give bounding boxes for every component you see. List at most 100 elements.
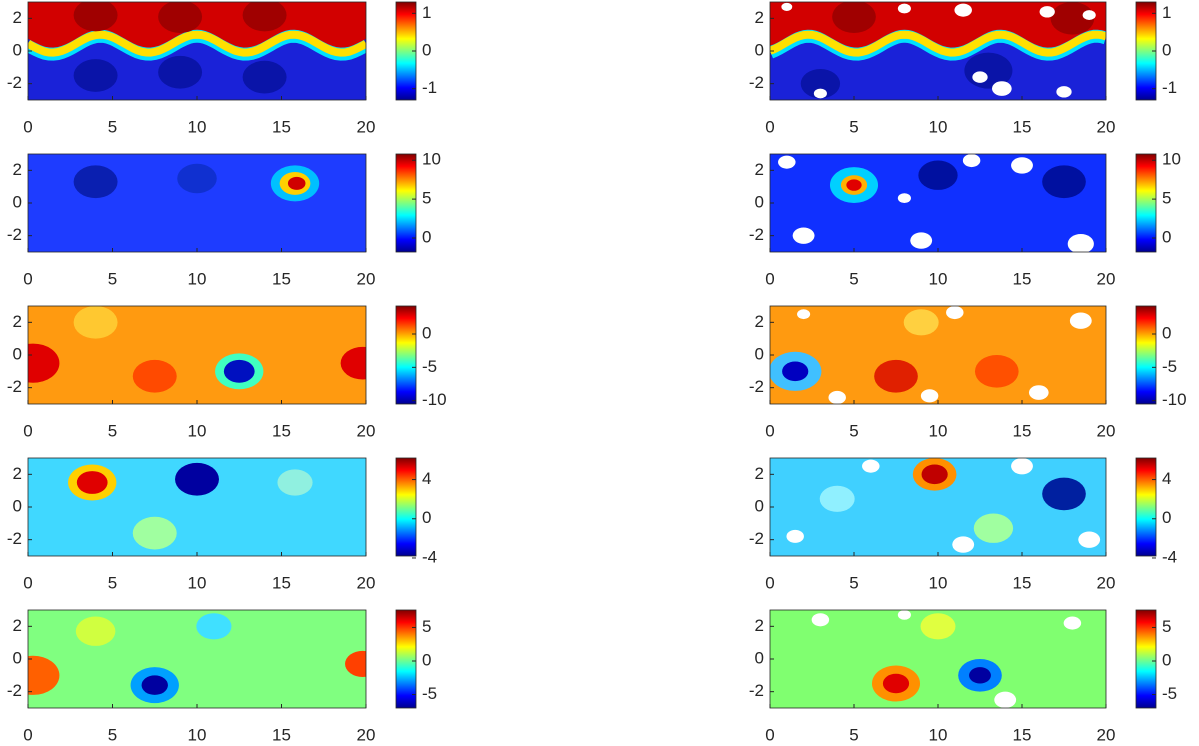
x-tick-label: 20: [357, 421, 376, 440]
x-tick-label: 5: [849, 117, 858, 136]
vortex: [75, 616, 116, 646]
vortex: [28, 655, 60, 695]
vortex: [819, 485, 855, 512]
y-tick-label: 0: [13, 40, 22, 59]
x-tick-label: 10: [188, 725, 207, 744]
field: [28, 458, 366, 556]
x-tick-label: 10: [929, 725, 948, 744]
colorbar: [395, 153, 417, 253]
x-tick-label: 10: [929, 573, 948, 592]
y-tick-label: 0: [13, 192, 22, 211]
vortex: [1050, 2, 1095, 35]
y-tick-label: 2: [755, 160, 764, 179]
colorbar-tick-label: -10: [1162, 390, 1187, 409]
y-tick-label: 2: [755, 8, 764, 27]
y-tick-label: 0: [13, 344, 22, 363]
vortex: [345, 650, 366, 677]
vortex: [132, 516, 177, 550]
colorbar-tick-label: 10: [422, 150, 441, 169]
vortex: [1042, 477, 1086, 511]
x-tick-label: 0: [23, 421, 32, 440]
x-tick-label: 20: [357, 117, 376, 136]
x-tick-label: 15: [272, 573, 291, 592]
colorbar-tick-label: -4: [422, 547, 437, 566]
x-tick-label: 15: [1013, 421, 1032, 440]
vortex: [73, 2, 118, 32]
x-tick-label: 15: [1013, 573, 1032, 592]
y-tick-label: -2: [749, 529, 764, 548]
x-tick-label: 5: [849, 269, 858, 288]
colorbar-tick-label: 0: [422, 508, 431, 527]
band: [770, 30, 1106, 57]
colorbar-tick-label: -10: [422, 390, 447, 409]
x-tick-label: 0: [765, 573, 774, 592]
x-tick-label: 0: [765, 269, 774, 288]
vortex: [972, 71, 988, 83]
y-tick-label: 0: [755, 344, 764, 363]
y-tick-label: 0: [755, 648, 764, 667]
x-tick-label: 0: [23, 725, 32, 744]
colorbar-tick-label: 0: [1162, 650, 1171, 669]
vortex: [196, 613, 232, 640]
vortex: [973, 513, 1014, 543]
y-tick-label: 2: [13, 312, 22, 331]
vortex: [974, 355, 1019, 388]
x-tick-label: 20: [1097, 573, 1116, 592]
x-tick-label: 10: [929, 117, 948, 136]
y-tick-label: -2: [749, 73, 764, 92]
y-tick-label: 2: [13, 464, 22, 483]
colorbar-tick-label: 0: [422, 650, 431, 669]
colorbar-tick-label: 0: [422, 323, 431, 342]
y-tick-label: 0: [755, 40, 764, 59]
vortex: [242, 2, 287, 32]
colorbar-tick-label: 0: [422, 227, 431, 246]
x-tick-label: 20: [357, 573, 376, 592]
y-tick-label: 0: [755, 496, 764, 515]
colorbar: [1135, 457, 1157, 557]
colorbar-tick-label: -5: [1162, 357, 1177, 376]
y-tick-label: 2: [755, 616, 764, 635]
x-tick-label: 10: [929, 421, 948, 440]
x-tick-label: 20: [1097, 269, 1116, 288]
vortex: [158, 2, 203, 34]
vortex: [962, 154, 981, 168]
vortex: [1039, 6, 1055, 18]
y-tick-label: 0: [13, 648, 22, 667]
x-tick-label: 15: [1013, 117, 1032, 136]
vortex: [920, 389, 939, 403]
vortex: [920, 613, 956, 640]
vortex: [781, 2, 793, 11]
vortex: [1063, 616, 1082, 630]
vortex: [76, 471, 108, 494]
colorbar-tick-label: 5: [422, 617, 431, 636]
x-tick-label: 5: [108, 117, 117, 136]
colorbar: [395, 457, 417, 557]
colorbar-tick-label: 0: [1162, 40, 1171, 59]
y-tick-label: 0: [13, 496, 22, 515]
x-tick-label: 5: [108, 573, 117, 592]
x-tick-label: 0: [23, 573, 32, 592]
field: [770, 306, 1106, 404]
colorbar-tick-label: 4: [422, 469, 431, 488]
vortex: [73, 306, 118, 339]
y-tick-label: 0: [755, 192, 764, 211]
colorbar-tick-label: 4: [1162, 469, 1171, 488]
y-tick-label: 2: [13, 8, 22, 27]
field: [770, 458, 1106, 556]
x-tick-label: 5: [108, 269, 117, 288]
x-tick-label: 15: [272, 269, 291, 288]
x-tick-label: 5: [108, 725, 117, 744]
y-tick-label: -2: [7, 225, 22, 244]
vortex: [862, 459, 880, 473]
y-tick-label: 2: [13, 616, 22, 635]
colorbar-tick-label: -5: [1162, 684, 1177, 703]
vortex: [992, 81, 1012, 96]
y-tick-label: 2: [13, 160, 22, 179]
x-tick-label: 0: [23, 117, 32, 136]
vortex: [1078, 531, 1101, 548]
colorbar-tick-label: -4: [1162, 547, 1177, 566]
vortex: [778, 155, 796, 169]
field: [28, 154, 366, 252]
colorbar-tick-label: 0: [422, 40, 431, 59]
colorbar-tick-label: 10: [1162, 150, 1181, 169]
